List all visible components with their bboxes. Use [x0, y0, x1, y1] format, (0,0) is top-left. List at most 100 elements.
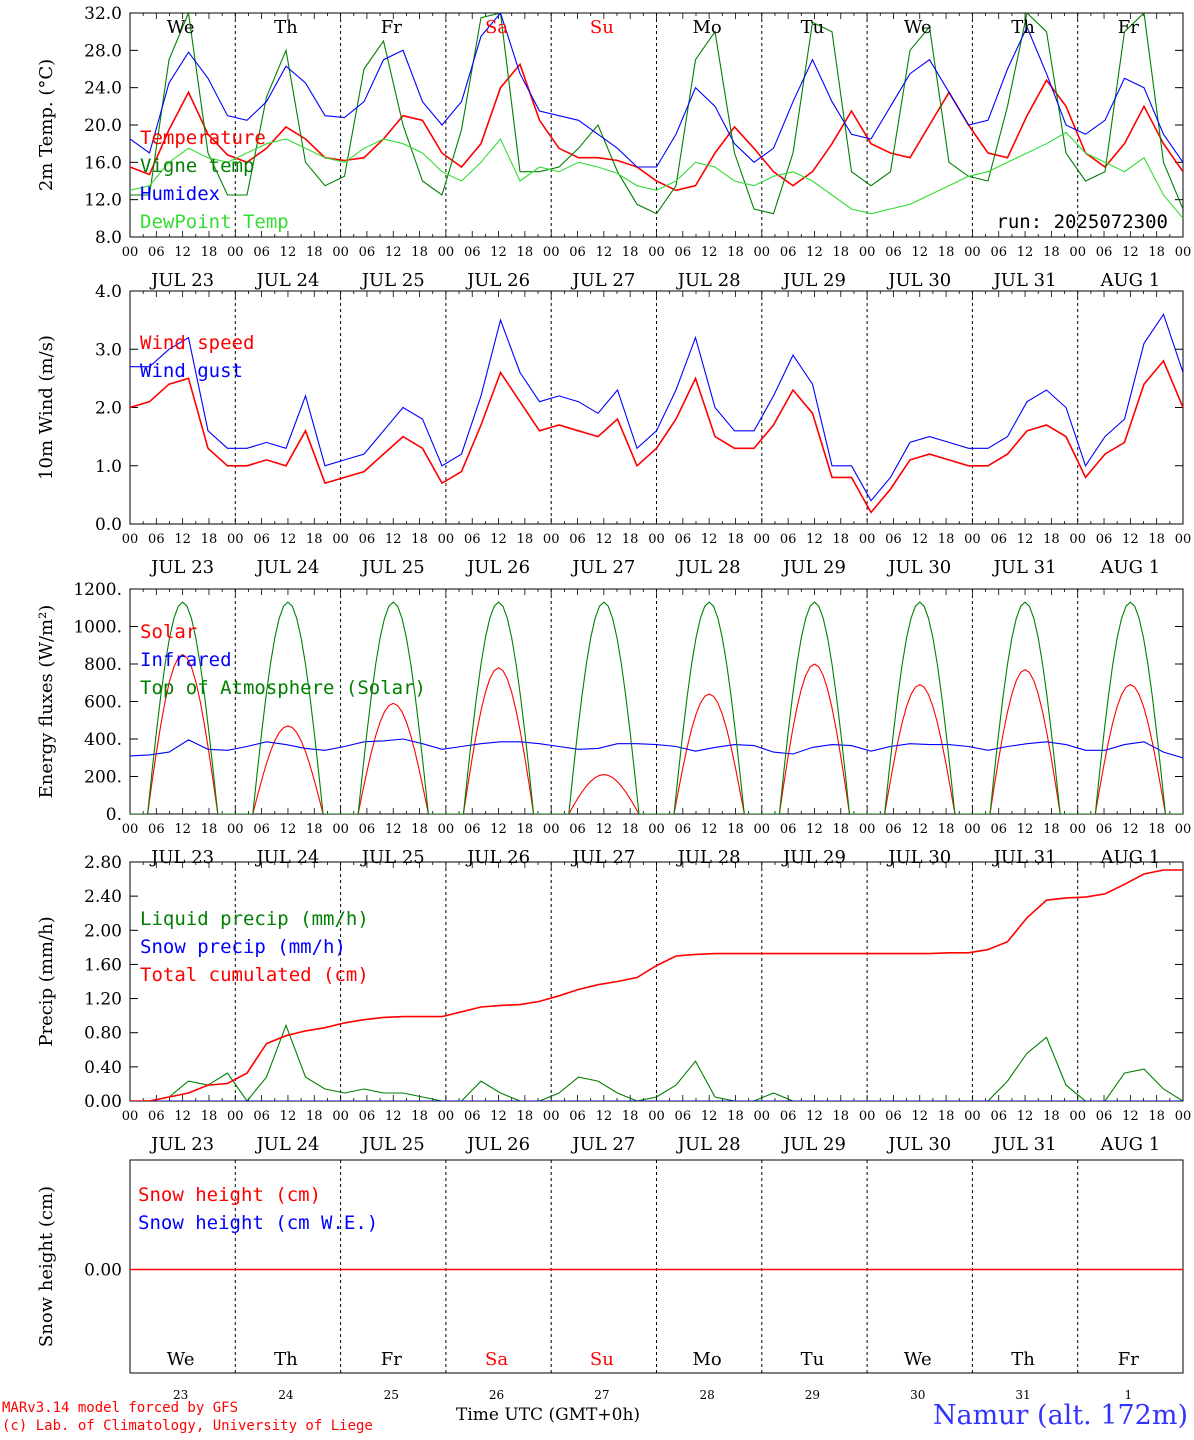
- hour-tick-label: 06: [148, 245, 165, 260]
- hour-tick-label: 06: [464, 245, 481, 260]
- hour-tick-label: 00: [543, 532, 560, 547]
- y-tick-label: 1.60: [84, 955, 122, 975]
- y-tick-label: 32.0: [84, 4, 122, 24]
- hour-tick-label: 00: [964, 1109, 981, 1124]
- hour-tick-label: 12: [385, 245, 402, 260]
- hour-tick-label: 18: [1148, 245, 1165, 260]
- date-label: JUL 27: [570, 1134, 635, 1155]
- hour-tick-label: 18: [517, 822, 534, 837]
- hour-tick-label: 00: [438, 245, 455, 260]
- hour-tick-label: 00: [1175, 822, 1192, 837]
- date-label: JUL 28: [676, 1134, 741, 1155]
- y-axis-label: Snow height (cm): [36, 1186, 57, 1347]
- date-label: JUL 24: [254, 847, 319, 868]
- series-line: [130, 738, 1183, 759]
- hour-tick-label: 18: [727, 245, 744, 260]
- hour-tick-label: 18: [727, 822, 744, 837]
- hour-tick-label: 12: [701, 245, 718, 260]
- date-label: JUL 30: [886, 847, 951, 868]
- date-label: JUL 26: [465, 270, 530, 291]
- day-number-label: 28: [700, 1388, 715, 1402]
- hour-tick-label: 00: [754, 822, 771, 837]
- hour-tick-label: 00: [964, 245, 981, 260]
- legend-entry: Total cumulated (cm): [140, 964, 369, 986]
- legend-entry: Vigne temp: [140, 155, 254, 177]
- hour-tick-label: 18: [517, 245, 534, 260]
- hour-tick-label: 00: [1069, 1109, 1086, 1124]
- date-label: JUL 31: [992, 270, 1057, 291]
- series-line: [130, 1023, 1183, 1101]
- hour-tick-label: 00: [754, 245, 771, 260]
- series-group: [130, 313, 1183, 514]
- hour-tick-label: 00: [648, 532, 665, 547]
- hour-tick-label: 06: [675, 245, 692, 260]
- y-tick-label: 3.0: [95, 340, 122, 360]
- hour-tick-label: 06: [990, 245, 1007, 260]
- weekday-label: We: [904, 17, 932, 38]
- hour-tick-label: 06: [148, 1109, 165, 1124]
- date-label: JUL 23: [149, 847, 214, 868]
- date-label: JUL 28: [676, 270, 741, 291]
- hour-tick-label: 12: [280, 1109, 297, 1124]
- model-credit: MARv3.14 model forced by GFS (c) Lab. of…: [2, 1399, 373, 1435]
- weekday-label: Th: [274, 17, 298, 38]
- hour-tick-label: 12: [701, 532, 718, 547]
- hour-tick-label: 12: [1122, 245, 1139, 260]
- hour-tick-label: 12: [806, 1109, 823, 1124]
- y-tick-label: 1.0: [95, 457, 122, 477]
- hour-tick-label: 00: [438, 1109, 455, 1124]
- hour-tick-label: 06: [464, 532, 481, 547]
- y-tick-label: 200.: [84, 768, 122, 788]
- hour-tick-label: 06: [253, 822, 270, 837]
- hour-tick-label: 06: [990, 822, 1007, 837]
- day-number-label: 26: [489, 1388, 504, 1402]
- series-line: [130, 13, 1183, 215]
- hour-tick-label: 18: [938, 822, 955, 837]
- hour-tick-label: 18: [1043, 1109, 1060, 1124]
- y-tick-label: 16.0: [84, 153, 122, 173]
- hour-tick-label: 06: [253, 245, 270, 260]
- hour-tick-label: 00: [438, 822, 455, 837]
- date-label: JUL 27: [570, 270, 635, 291]
- legend-entry: Top of Atmosphere (Solar): [140, 677, 426, 699]
- hour-tick-label: 18: [1148, 532, 1165, 547]
- series-group: [130, 869, 1183, 1101]
- hour-tick-label: 06: [780, 822, 797, 837]
- panel-1: 00 06 12 18 00 06 12 18 00 06 12 18 00 06 12 18 00 06 12 18…: [36, 4, 1191, 291]
- lab-line: (c) Lab. of Climatology, University of L…: [2, 1418, 373, 1434]
- date-label: JUL 29: [781, 847, 846, 868]
- y-tick-label: 600.: [84, 693, 122, 713]
- hour-tick-label: 06: [780, 1109, 797, 1124]
- x-axis-title: Time UTC (GMT+0h): [456, 1405, 641, 1425]
- hour-tick-label: 06: [675, 1109, 692, 1124]
- date-label: JUL 27: [570, 557, 635, 578]
- date-label: JUL 24: [254, 557, 319, 578]
- hour-tick-label: 12: [806, 245, 823, 260]
- series-line: [130, 131, 1183, 219]
- weekday-label: Tu: [801, 17, 825, 38]
- weekday-label-bottom: Fr: [381, 1349, 402, 1370]
- hour-tick-label: 12: [280, 822, 297, 837]
- legend-entry: Solar: [140, 621, 197, 643]
- hour-tick-label: 00: [227, 245, 244, 260]
- date-label: JUL 24: [254, 1134, 319, 1155]
- hour-tick-label: 06: [1096, 245, 1113, 260]
- hour-tick-label: 00: [1175, 1109, 1192, 1124]
- hour-tick-label: 12: [1122, 822, 1139, 837]
- hour-tick-label: 18: [622, 1109, 639, 1124]
- panel-3: 00 06 12 18 00 06 12 18 00 06 12 18 00 06 12 18 00 06 12 18…: [36, 580, 1191, 868]
- hour-tick-label: 00: [754, 1109, 771, 1124]
- y-tick-label: 0.00: [84, 1261, 122, 1281]
- hour-tick-label: 00: [859, 532, 876, 547]
- hour-tick-label: 00: [332, 245, 349, 260]
- y-tick-label: 24.0: [84, 79, 122, 99]
- y-axis-label: Energy fluxes (W/m²): [36, 605, 57, 799]
- hour-tick-label: 00: [227, 1109, 244, 1124]
- day-number-label: 1: [1125, 1388, 1133, 1402]
- hour-tick-label: 12: [911, 245, 928, 260]
- hour-tick-label: 18: [833, 532, 850, 547]
- y-tick-label: 0.80: [84, 1024, 122, 1044]
- hour-tick-label: 00: [859, 1109, 876, 1124]
- hour-tick-label: 18: [1043, 245, 1060, 260]
